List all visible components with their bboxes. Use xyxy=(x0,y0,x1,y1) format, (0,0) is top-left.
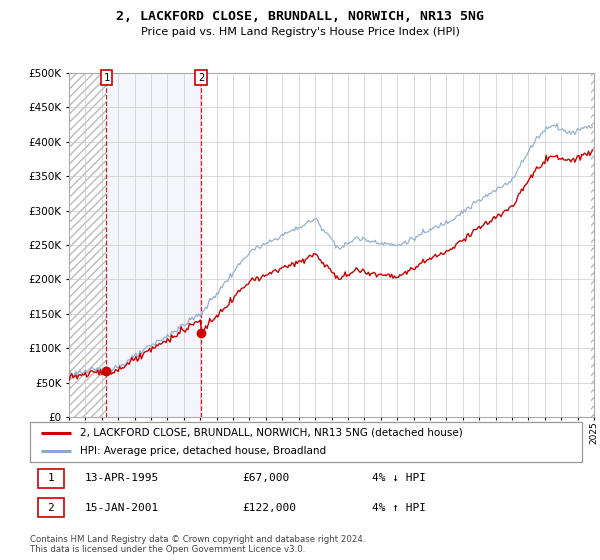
FancyBboxPatch shape xyxy=(38,498,64,517)
Text: 15-JAN-2001: 15-JAN-2001 xyxy=(85,503,160,513)
Bar xyxy=(106,73,201,417)
Text: £67,000: £67,000 xyxy=(242,473,290,483)
Text: £122,000: £122,000 xyxy=(242,503,296,513)
Bar xyxy=(69,73,106,417)
Text: 2: 2 xyxy=(198,73,204,83)
Bar xyxy=(591,73,596,417)
FancyBboxPatch shape xyxy=(30,422,582,462)
Text: Price paid vs. HM Land Registry's House Price Index (HPI): Price paid vs. HM Land Registry's House … xyxy=(140,27,460,37)
Text: 2: 2 xyxy=(47,503,55,513)
Text: 4% ↓ HPI: 4% ↓ HPI xyxy=(372,473,426,483)
Text: 2, LACKFORD CLOSE, BRUNDALL, NORWICH, NR13 5NG (detached house): 2, LACKFORD CLOSE, BRUNDALL, NORWICH, NR… xyxy=(80,428,463,437)
Text: Contains HM Land Registry data © Crown copyright and database right 2024.
This d: Contains HM Land Registry data © Crown c… xyxy=(30,535,365,554)
FancyBboxPatch shape xyxy=(38,469,64,488)
Text: 2, LACKFORD CLOSE, BRUNDALL, NORWICH, NR13 5NG: 2, LACKFORD CLOSE, BRUNDALL, NORWICH, NR… xyxy=(116,10,484,22)
Text: 1: 1 xyxy=(47,473,55,483)
Text: 4% ↑ HPI: 4% ↑ HPI xyxy=(372,503,426,513)
Text: HPI: Average price, detached house, Broadland: HPI: Average price, detached house, Broa… xyxy=(80,446,326,456)
Text: 13-APR-1995: 13-APR-1995 xyxy=(85,473,160,483)
Text: 1: 1 xyxy=(103,73,110,83)
